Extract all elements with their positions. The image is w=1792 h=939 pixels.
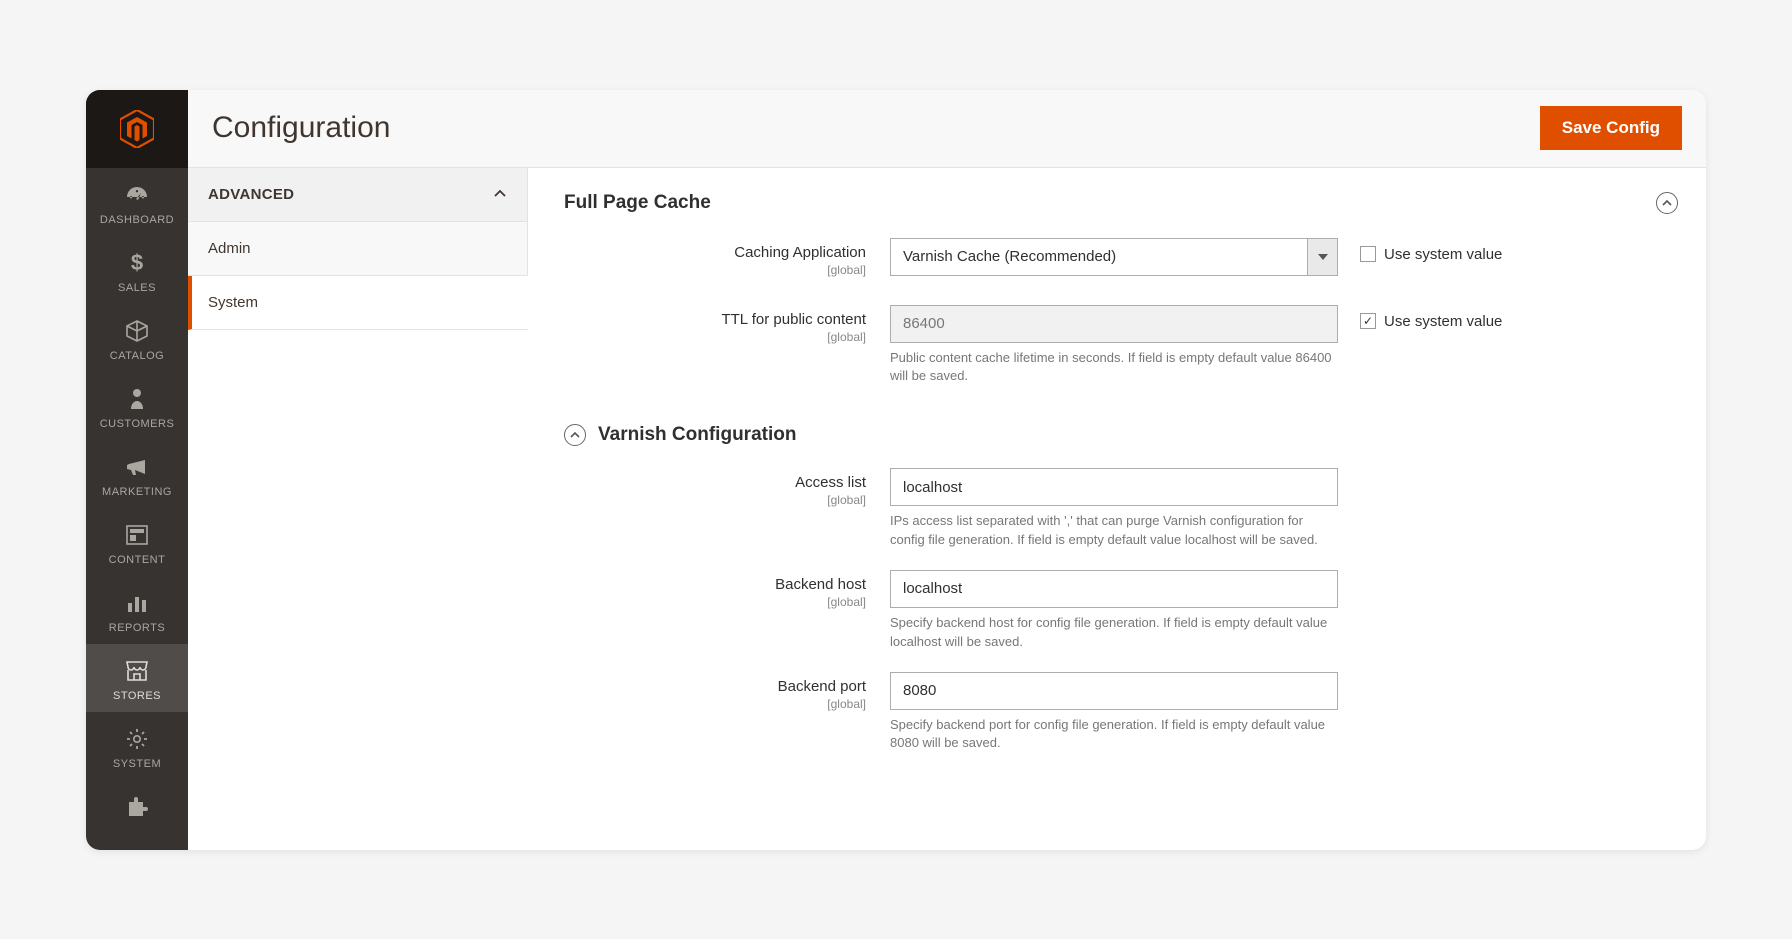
nav-label: DASHBOARD <box>100 214 174 226</box>
tree-group-label: ADVANCED <box>208 186 493 203</box>
use-system-label: Use system value <box>1384 313 1502 330</box>
field-label-wrap: Access list [global] <box>564 468 890 507</box>
collapse-toggle[interactable] <box>564 424 586 446</box>
magento-logo-icon <box>120 110 154 148</box>
nav-content[interactable]: CONTENT <box>86 508 188 576</box>
page-title: Configuration <box>212 111 1540 145</box>
nav-reports[interactable]: REPORTS <box>86 576 188 644</box>
tree-item-label: Admin <box>208 240 251 257</box>
use-system-checkbox[interactable] <box>1360 246 1376 262</box>
row-ttl: TTL for public content [global] Public c… <box>564 305 1678 401</box>
admin-sidebar: DASHBOARD $ SALES CATALOG CUSTOMERS MARK… <box>86 90 188 850</box>
nav-system[interactable]: SYSTEM <box>86 712 188 780</box>
tree-item-system[interactable]: System <box>188 276 528 330</box>
row-backend-host: Backend host [global] Specify backend ho… <box>564 570 1678 666</box>
field-label: Caching Application <box>564 244 866 261</box>
field-control: Specify backend host for config file gen… <box>890 570 1338 666</box>
field-note: Specify backend port for config file gen… <box>890 716 1338 754</box>
nav-label: MARKETING <box>102 486 172 498</box>
nav-label: SYSTEM <box>113 758 161 770</box>
subsection-title: Varnish Configuration <box>598 424 796 446</box>
tree-group-advanced[interactable]: ADVANCED <box>188 168 528 222</box>
config-body: ADVANCED Admin System Full Page Cache <box>188 168 1706 850</box>
chevron-up-icon <box>493 189 507 199</box>
field-control: Public content cache lifetime in seconds… <box>890 305 1338 401</box>
row-backend-port: Backend port [global] Specify backend po… <box>564 672 1678 768</box>
tree-item-label: System <box>208 294 258 311</box>
field-scope: [global] <box>564 330 866 344</box>
nav-dashboard[interactable]: DASHBOARD <box>86 168 188 236</box>
field-label-wrap: Caching Application [global] <box>564 238 890 277</box>
nav-label: CONTENT <box>109 554 166 566</box>
field-control: Varnish Cache (Recommended) <box>890 238 1338 276</box>
field-label: Backend host <box>564 576 866 593</box>
use-system-wrap: Use system value <box>1338 305 1502 330</box>
backend-port-input[interactable] <box>890 672 1338 710</box>
nav-label: CUSTOMERS <box>100 418 175 430</box>
caching-application-select[interactable]: Varnish Cache (Recommended) <box>890 238 1338 276</box>
nav-stores[interactable]: STORES <box>86 644 188 712</box>
save-config-button[interactable]: Save Config <box>1540 106 1682 150</box>
field-scope: [global] <box>564 595 866 609</box>
nav-sales[interactable]: $ SALES <box>86 236 188 304</box>
field-scope: [global] <box>564 697 866 711</box>
field-label: Access list <box>564 474 866 491</box>
dollar-icon: $ <box>129 250 145 276</box>
field-note: Public content cache lifetime in seconds… <box>890 349 1338 387</box>
row-access-list: Access list [global] IPs access list sep… <box>564 468 1678 564</box>
field-note: Specify backend host for config file gen… <box>890 614 1338 652</box>
chevron-up-icon <box>569 431 581 439</box>
store-icon <box>125 658 149 684</box>
nav-label: SALES <box>118 282 156 294</box>
section-title: Full Page Cache <box>564 192 1656 214</box>
person-icon <box>129 386 145 412</box>
layout-icon <box>126 522 148 548</box>
ttl-input[interactable] <box>890 305 1338 343</box>
row-caching-application: Caching Application [global] Varnish Cac… <box>564 238 1678 277</box>
megaphone-icon <box>125 454 149 480</box>
nav-label: CATALOG <box>110 350 164 362</box>
nav-label: STORES <box>113 690 161 702</box>
section-full-page-cache[interactable]: Full Page Cache <box>564 186 1678 238</box>
field-label-wrap: TTL for public content [global] <box>564 305 890 344</box>
use-system-wrap: Use system value <box>1338 238 1502 263</box>
field-scope: [global] <box>564 263 866 277</box>
field-note: IPs access list separated with ',' that … <box>890 512 1338 550</box>
nav-extensions[interactable] <box>86 780 188 826</box>
caret-down-icon <box>1318 254 1328 260</box>
backend-host-input[interactable] <box>890 570 1338 608</box>
subsection-varnish-config[interactable]: Varnish Configuration <box>564 406 1678 468</box>
select-value: Varnish Cache (Recommended) <box>891 248 1307 265</box>
nav-customers[interactable]: CUSTOMERS <box>86 372 188 440</box>
settings-panel: Full Page Cache Caching Application [glo… <box>528 168 1706 850</box>
bars-icon <box>126 590 148 616</box>
collapse-toggle[interactable] <box>1656 192 1678 214</box>
nav-label: REPORTS <box>109 622 165 634</box>
field-label: TTL for public content <box>564 311 866 328</box>
gauge-icon <box>125 182 149 208</box>
field-control: IPs access list separated with ',' that … <box>890 468 1338 564</box>
field-label-wrap: Backend port [global] <box>564 672 890 711</box>
access-list-input[interactable] <box>890 468 1338 506</box>
select-trigger[interactable] <box>1307 239 1337 275</box>
field-control: Specify backend port for config file gen… <box>890 672 1338 768</box>
gear-icon <box>126 726 148 752</box>
field-label: Backend port <box>564 678 866 695</box>
svg-text:$: $ <box>131 251 143 275</box>
nav-marketing[interactable]: MARKETING <box>86 440 188 508</box>
puzzle-icon <box>125 794 149 820</box>
nav-catalog[interactable]: CATALOG <box>86 304 188 372</box>
admin-window: DASHBOARD $ SALES CATALOG CUSTOMERS MARK… <box>86 90 1706 850</box>
use-system-checkbox[interactable] <box>1360 313 1376 329</box>
box-icon <box>125 318 149 344</box>
use-system-label: Use system value <box>1384 246 1502 263</box>
logo[interactable] <box>86 90 188 168</box>
field-scope: [global] <box>564 493 866 507</box>
field-label-wrap: Backend host [global] <box>564 570 890 609</box>
chevron-up-icon <box>1661 199 1673 207</box>
tree-item-admin[interactable]: Admin <box>188 222 528 276</box>
main-panel: Configuration Save Config ADVANCED Admin… <box>188 90 1706 850</box>
config-tree: ADVANCED Admin System <box>188 168 528 850</box>
page-header: Configuration Save Config <box>188 90 1706 168</box>
